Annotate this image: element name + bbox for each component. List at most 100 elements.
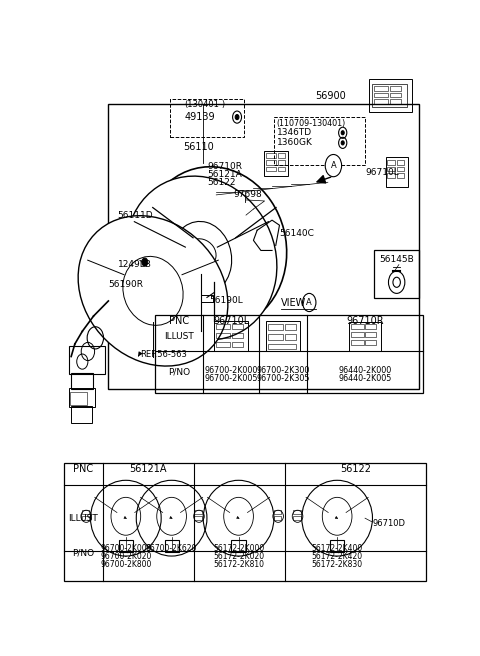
Bar xyxy=(385,157,408,188)
Text: 96440-2K005: 96440-2K005 xyxy=(338,374,392,382)
Bar xyxy=(274,516,281,520)
Bar xyxy=(82,510,89,514)
Text: 96700-2K800: 96700-2K800 xyxy=(100,560,152,569)
Text: 56122: 56122 xyxy=(207,178,235,187)
Text: 96700-2K000: 96700-2K000 xyxy=(100,544,152,553)
Text: P/NO: P/NO xyxy=(168,367,190,376)
Bar xyxy=(170,99,244,137)
Bar xyxy=(71,405,92,423)
Bar xyxy=(390,87,401,91)
Bar xyxy=(330,540,344,552)
Text: PNC: PNC xyxy=(169,316,189,326)
Bar xyxy=(266,321,300,352)
Bar xyxy=(372,84,407,106)
Text: 56172-2K400: 56172-2K400 xyxy=(312,544,363,553)
Text: 56121A: 56121A xyxy=(207,170,242,179)
Bar xyxy=(365,324,376,329)
Bar xyxy=(266,160,276,165)
Bar xyxy=(155,315,423,393)
Bar xyxy=(268,335,283,340)
Bar xyxy=(82,516,89,520)
Bar xyxy=(232,323,243,329)
Text: 56140C: 56140C xyxy=(279,230,314,238)
Bar xyxy=(374,87,388,91)
Bar xyxy=(396,160,404,165)
Bar xyxy=(268,324,283,330)
Bar xyxy=(387,160,395,165)
Text: 56172-2K020: 56172-2K020 xyxy=(213,552,264,561)
Bar xyxy=(232,342,243,347)
Bar xyxy=(277,167,285,171)
Bar xyxy=(374,251,419,298)
Ellipse shape xyxy=(78,216,228,366)
Bar xyxy=(108,104,419,390)
Text: 96700-2K005: 96700-2K005 xyxy=(204,374,258,382)
Bar xyxy=(374,100,388,104)
Bar xyxy=(387,167,395,171)
Bar xyxy=(266,167,276,171)
Bar xyxy=(268,344,296,349)
Bar xyxy=(390,100,401,104)
Text: 96710L: 96710L xyxy=(213,316,249,326)
Bar xyxy=(216,333,230,338)
Bar xyxy=(285,335,296,340)
Text: 56172-2K810: 56172-2K810 xyxy=(213,560,264,569)
Bar xyxy=(71,373,94,390)
Bar xyxy=(390,93,401,97)
Bar xyxy=(71,392,87,405)
Bar xyxy=(277,154,285,158)
Text: 56172-2K000: 56172-2K000 xyxy=(213,544,264,553)
Text: A: A xyxy=(306,298,312,307)
Bar xyxy=(349,321,381,351)
Text: 56172-2K420: 56172-2K420 xyxy=(312,552,363,561)
Ellipse shape xyxy=(126,176,277,340)
Ellipse shape xyxy=(123,256,183,325)
Bar xyxy=(264,152,288,176)
Text: 1249LB: 1249LB xyxy=(118,260,152,269)
Text: 96700-2K020: 96700-2K020 xyxy=(100,552,152,561)
Text: (110709-130401): (110709-130401) xyxy=(276,119,346,128)
Bar xyxy=(277,160,285,165)
Text: 49139: 49139 xyxy=(185,112,215,122)
Circle shape xyxy=(142,258,148,266)
Bar xyxy=(387,173,395,178)
Text: 96710R: 96710R xyxy=(346,316,384,326)
Bar xyxy=(293,516,301,520)
Text: 1360GK: 1360GK xyxy=(276,138,312,148)
Text: 96440-2K000: 96440-2K000 xyxy=(338,365,392,375)
Circle shape xyxy=(341,141,344,145)
Bar xyxy=(365,340,376,346)
Text: 56121A: 56121A xyxy=(130,464,167,474)
Text: 56190L: 56190L xyxy=(209,297,242,306)
Text: VIEW: VIEW xyxy=(281,298,307,308)
Text: 96710L: 96710L xyxy=(365,168,399,176)
Circle shape xyxy=(325,154,342,176)
Bar xyxy=(351,333,364,337)
Text: (130401-): (130401-) xyxy=(185,100,226,110)
Bar xyxy=(231,540,246,552)
Text: 56122: 56122 xyxy=(340,464,371,474)
Bar xyxy=(64,462,426,581)
Bar xyxy=(351,340,364,346)
Bar xyxy=(374,93,388,97)
Text: 96700-2K305: 96700-2K305 xyxy=(256,374,310,382)
Circle shape xyxy=(341,131,344,134)
Bar xyxy=(194,510,202,514)
Text: 56145B: 56145B xyxy=(379,255,414,264)
Text: 56900: 56900 xyxy=(315,91,346,101)
Text: 56110: 56110 xyxy=(183,142,214,152)
Ellipse shape xyxy=(171,222,232,295)
Bar xyxy=(165,540,179,552)
Bar xyxy=(369,79,411,112)
Bar xyxy=(274,117,365,165)
Text: 56172-2K830: 56172-2K830 xyxy=(312,560,363,569)
Bar xyxy=(285,324,296,330)
Text: 96700-2K620: 96700-2K620 xyxy=(146,544,197,553)
Bar xyxy=(396,167,404,171)
Text: 56190R: 56190R xyxy=(108,280,144,289)
Text: 1346TD: 1346TD xyxy=(276,129,312,137)
Bar xyxy=(293,510,301,514)
Text: 56111D: 56111D xyxy=(118,211,153,220)
Bar xyxy=(216,323,230,329)
Bar xyxy=(119,540,133,552)
